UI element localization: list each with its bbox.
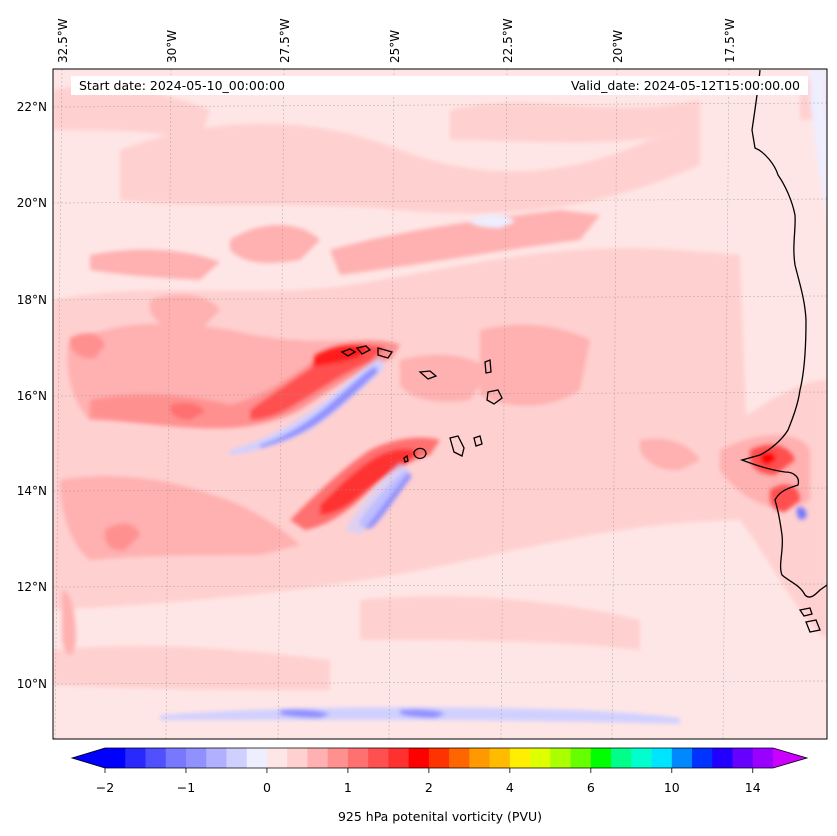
lon-label: 32.5°W [56, 18, 70, 63]
cape-verde-boa-vista [486, 389, 503, 405]
latitude-labels: 22°N 20°N 18°N 16°N 14°N 12°N 10°N [17, 100, 47, 691]
colorbar-cell [449, 748, 470, 768]
colorbar-label: 925 hPa potenital vorticity (PVU) [338, 809, 542, 824]
colorbar-tick-label: 14 [745, 780, 761, 795]
bijagos-islands [798, 607, 821, 633]
colorbar-cell [692, 748, 713, 768]
lat-label: 16°N [17, 389, 47, 403]
lat-label: 22°N [17, 100, 47, 114]
colorbar-cell [651, 748, 673, 768]
colorbar-cell [611, 748, 632, 768]
colorbar-cell [388, 748, 410, 768]
lat-label: 10°N [17, 677, 47, 691]
colorbar-cell [327, 748, 349, 768]
lat-label: 18°N [17, 293, 47, 307]
colorbar-cell [246, 748, 268, 768]
colorbar: −2 −1 0 1 2 4 6 10 14 925 hPa potenital vorticit… [70, 747, 809, 824]
colorbar-extend-high [773, 748, 807, 768]
colorbar-cell [266, 748, 288, 768]
cape-verde-fogo [413, 447, 427, 460]
colorbar-cell [165, 748, 187, 768]
colorbar-cell [307, 748, 329, 768]
colorbar-cell [125, 748, 146, 768]
cape-verde-santiago [449, 435, 465, 457]
colorbar-cell [287, 748, 308, 768]
colorbar-tick-label: 4 [506, 780, 514, 795]
colorbar-cell [550, 748, 572, 768]
colorbar-cell [509, 748, 531, 768]
colorbar-cell [712, 748, 734, 768]
africa-coastline [739, 69, 827, 598]
colorbar-tick-label: 1 [344, 780, 352, 795]
lon-label: 22.5°W [501, 18, 515, 63]
longitude-labels: 32.5°W 30°W 27.5°W 25°W 22.5°W 20°W 17.5… [56, 18, 737, 63]
colorbar-cell [752, 748, 774, 768]
lon-label: 20°W [611, 30, 625, 63]
cape-verde-sal [484, 359, 492, 374]
colorbar-cell [347, 748, 369, 768]
colorbar-cell [408, 748, 430, 768]
lon-label: 30°W [165, 30, 179, 63]
cape-verde-sao-nicolau [377, 347, 394, 359]
colorbar-cell [590, 748, 612, 768]
colorbar-cell [732, 748, 754, 768]
cape-verde-sao-vicente [355, 345, 372, 355]
colorbar-tick-label: 2 [425, 780, 433, 795]
pv-field-negative [160, 70, 827, 724]
colorbar-tick-label: −2 [96, 780, 114, 795]
gridlines [53, 69, 827, 739]
valid-date-label: Valid_date: 2024-05-12T15:00:00.00 [571, 78, 800, 93]
colorbar-extend-low [72, 748, 105, 768]
colorbar-cell [428, 748, 450, 768]
map-panel [53, 69, 827, 739]
colorbar-cell [631, 748, 653, 768]
colorbar-cell [185, 748, 207, 768]
colorbar-cell [570, 748, 592, 768]
map-frame [52, 68, 828, 740]
lat-label: 12°N [17, 580, 47, 594]
colorbar-cell [671, 748, 693, 768]
colorbar-cell [226, 748, 248, 768]
colorbar-cell [469, 748, 491, 768]
cape-verde-maio [473, 435, 483, 447]
lon-label: 25°W [388, 30, 402, 63]
colorbar-cell [530, 748, 551, 768]
pv-field-high [70, 333, 800, 551]
lon-label: 17.5°W [723, 18, 737, 63]
coastlines [340, 69, 827, 633]
cape-verde-boa-esperanca [418, 370, 438, 380]
colorbar-tick-label: 10 [664, 780, 680, 795]
colorbar-cell [489, 748, 511, 768]
colorbar-cells [105, 748, 774, 768]
cape-verde-santo-antao [340, 348, 357, 357]
colorbar-ticks: −2 −1 0 1 2 4 6 10 14 [96, 768, 761, 795]
colorbar-cell [145, 748, 167, 768]
lon-label: 27.5°W [278, 18, 292, 63]
lat-label: 20°N [17, 196, 47, 210]
colorbar-tick-label: 6 [587, 780, 595, 795]
start-date-label: Start date: 2024-05-10_00:00:00 [79, 78, 285, 93]
cape-verde-brava [403, 454, 409, 463]
colorbar-cell [368, 748, 389, 768]
date-banner [71, 76, 808, 95]
colorbar-tick-label: 0 [263, 780, 271, 795]
colorbar-cell [206, 748, 227, 768]
colorbar-tick-label: −1 [177, 780, 195, 795]
colorbar-cell [105, 748, 126, 768]
lat-label: 14°N [17, 484, 47, 498]
